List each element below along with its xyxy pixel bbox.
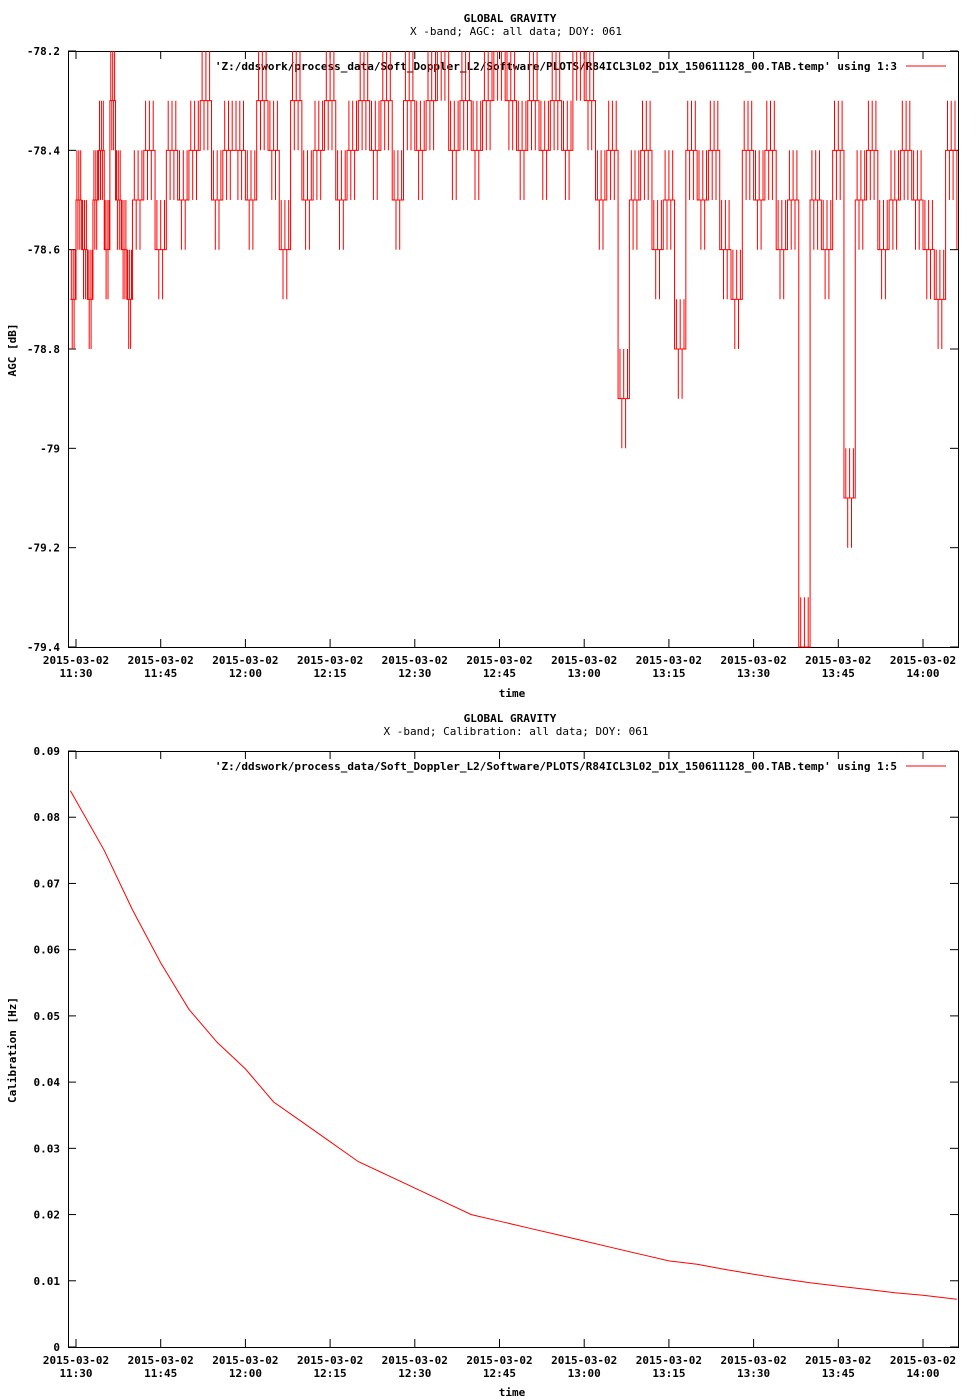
agc-x-axis: 2015-03-0211:302015-03-0211:452015-03-02… xyxy=(43,51,956,680)
calibration-x-tick-date: 2015-03-02 xyxy=(720,1354,786,1367)
agc-x-axis-label: time xyxy=(499,687,526,700)
calibration-x-tick-time: 12:15 xyxy=(314,1367,347,1380)
calibration-x-tick-date: 2015-03-02 xyxy=(551,1354,617,1367)
agc-y-tick-label: -78.8 xyxy=(27,343,60,356)
calibration-y-axis: 0.09 0.08 0.07 0.06 0.05 0.04 0.03 0.02 0.01 0 xyxy=(34,745,958,1354)
calibration-x-axis: 2015-03-0211:302015-03-0211:452015-03-02… xyxy=(43,751,956,1380)
agc-x-tick-time: 14:00 xyxy=(906,667,939,680)
agc-x-tick-date: 2015-03-02 xyxy=(43,654,109,667)
calibration-legend-text: 'Z:/ddswork/process_data/Soft_Doppler_L2… xyxy=(215,760,897,773)
calibration-x-tick-date: 2015-03-02 xyxy=(43,1354,109,1367)
agc-x-tick-date: 2015-03-02 xyxy=(466,654,532,667)
calibration-x-tick-time: 11:45 xyxy=(144,1367,177,1380)
calibration-x-tick-date: 2015-03-02 xyxy=(297,1354,363,1367)
agc-x-tick-date: 2015-03-02 xyxy=(720,654,786,667)
agc-x-tick-date: 2015-03-02 xyxy=(890,654,956,667)
calibration-y-tick-label: 0.09 xyxy=(34,745,61,758)
calibration-y-tick-label: 0 xyxy=(53,1341,60,1354)
agc-x-tick-time: 11:45 xyxy=(144,667,177,680)
calibration-x-tick-time: 13:15 xyxy=(652,1367,685,1380)
agc-y-tick-label: -79.4 xyxy=(27,641,60,654)
agc-x-tick-time: 11:30 xyxy=(59,667,92,680)
agc-y-tick-label: -78.6 xyxy=(27,244,60,257)
calibration-chart-title: GLOBAL GRAVITY xyxy=(464,712,557,725)
calibration-y-tick-label: 0.03 xyxy=(34,1142,61,1155)
agc-chart-title: GLOBAL GRAVITY xyxy=(464,12,557,25)
agc-x-tick-time: 12:30 xyxy=(398,667,431,680)
calibration-x-tick-time: 12:30 xyxy=(398,1367,431,1380)
calibration-y-tick-label: 0.02 xyxy=(34,1209,61,1222)
agc-y-tick-label: -78.2 xyxy=(27,45,60,58)
agc-y-tick-label: -79 xyxy=(40,442,60,455)
calibration-chart-subtitle: X -band; Calibration: all data; DOY: 061 xyxy=(384,725,649,738)
calibration-x-tick-time: 11:30 xyxy=(59,1367,92,1380)
agc-y-tick-label: -78.4 xyxy=(27,144,60,157)
calibration-series-line xyxy=(69,790,957,1300)
agc-x-tick-date: 2015-03-02 xyxy=(551,654,617,667)
calibration-chart: GLOBAL GRAVITY X -band; Calibration: all… xyxy=(6,712,959,1399)
agc-x-tick-date: 2015-03-02 xyxy=(128,654,194,667)
calibration-y-axis-label: Calibration [Hz] xyxy=(6,997,19,1103)
calibration-x-tick-time: 13:00 xyxy=(568,1367,601,1380)
calibration-x-tick-date: 2015-03-02 xyxy=(212,1354,278,1367)
calibration-y-tick-label: 0.04 xyxy=(34,1076,61,1089)
agc-y-axis: -78.2 -78.4 -78.6 -78.8 -79 -79.2 -79.4 xyxy=(27,45,958,654)
agc-x-tick-date: 2015-03-02 xyxy=(805,654,871,667)
agc-plot-frame xyxy=(68,51,959,648)
agc-y-axis-label: AGC [dB] xyxy=(6,324,19,377)
agc-x-tick-time: 12:45 xyxy=(483,667,516,680)
agc-x-tick-time: 13:15 xyxy=(652,667,685,680)
calibration-x-tick-date: 2015-03-02 xyxy=(128,1354,194,1367)
calibration-x-tick-time: 13:30 xyxy=(737,1367,770,1380)
agc-x-tick-date: 2015-03-02 xyxy=(297,654,363,667)
agc-x-tick-time: 12:00 xyxy=(229,667,262,680)
calibration-x-tick-date: 2015-03-02 xyxy=(890,1354,956,1367)
calibration-y-tick-label: 0.01 xyxy=(34,1275,61,1288)
calibration-y-tick-label: 0.05 xyxy=(34,1010,61,1023)
calibration-x-tick-time: 13:45 xyxy=(822,1367,855,1380)
calibration-plot-frame xyxy=(68,751,959,1348)
calibration-x-axis-label: time xyxy=(499,1386,526,1399)
agc-x-tick-time: 13:30 xyxy=(737,667,770,680)
agc-x-tick-date: 2015-03-02 xyxy=(212,654,278,667)
calibration-x-tick-date: 2015-03-02 xyxy=(805,1354,871,1367)
calibration-x-tick-date: 2015-03-02 xyxy=(466,1354,532,1367)
calibration-x-tick-date: 2015-03-02 xyxy=(636,1354,702,1367)
agc-chart: GLOBAL GRAVITY X -band; AGC: all data; D… xyxy=(6,12,959,700)
agc-x-tick-date: 2015-03-02 xyxy=(382,654,448,667)
calibration-y-tick-label: 0.08 xyxy=(34,811,61,824)
agc-series-line xyxy=(70,51,958,648)
calibration-y-tick-label: 0.07 xyxy=(34,877,61,890)
agc-x-tick-time: 13:00 xyxy=(568,667,601,680)
calibration-x-tick-date: 2015-03-02 xyxy=(382,1354,448,1367)
calibration-x-tick-time: 14:00 xyxy=(906,1367,939,1380)
agc-chart-subtitle: X -band; AGC: all data; DOY: 061 xyxy=(410,25,622,38)
agc-x-tick-time: 12:15 xyxy=(314,667,347,680)
agc-x-tick-date: 2015-03-02 xyxy=(636,654,702,667)
calibration-y-tick-label: 0.06 xyxy=(34,944,61,957)
agc-x-tick-time: 13:45 xyxy=(822,667,855,680)
calibration-x-tick-time: 12:45 xyxy=(483,1367,516,1380)
agc-y-tick-label: -79.2 xyxy=(27,542,60,555)
calibration-x-tick-time: 12:00 xyxy=(229,1367,262,1380)
